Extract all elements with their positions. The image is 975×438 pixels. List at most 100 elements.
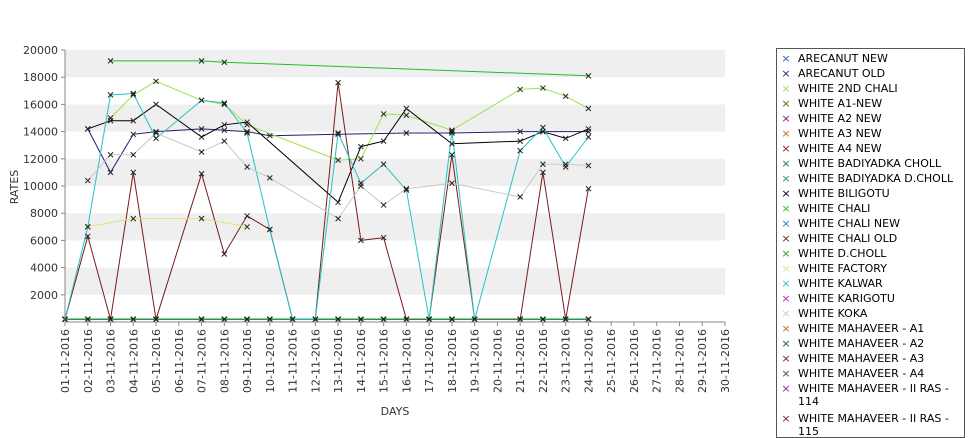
legend-marker: × <box>781 247 791 260</box>
data-point <box>540 128 546 135</box>
data-point <box>562 135 569 142</box>
legend-label: WHITE A4 NEW <box>798 142 882 155</box>
data-point <box>221 316 228 323</box>
legend-item: × ARECANUT NEW <box>777 52 964 67</box>
data-point <box>380 111 387 117</box>
legend-marker: × <box>781 157 791 170</box>
grid-band <box>65 158 725 186</box>
data-point <box>380 138 387 144</box>
data-point <box>403 185 410 192</box>
legend-marker: × <box>781 382 791 395</box>
data-point <box>244 213 250 219</box>
data-point <box>517 86 524 93</box>
data-point <box>380 316 387 323</box>
grid-band <box>65 294 725 322</box>
data-point <box>358 237 364 244</box>
data-point <box>244 316 250 323</box>
legend-label: WHITE 2ND CHALI <box>798 82 898 95</box>
data-point <box>198 58 205 64</box>
data-point <box>517 316 524 323</box>
data-point <box>130 316 137 323</box>
grid-band <box>65 50 725 78</box>
legend-marker: × <box>781 187 791 200</box>
y-tick-label: 16000 <box>23 98 58 111</box>
data-point <box>221 100 228 106</box>
data-point <box>266 132 273 139</box>
data-point <box>130 169 137 176</box>
legend-label: WHITE MAHAVEER - A3 <box>798 352 925 365</box>
y-tick-label: 20000 <box>23 44 58 57</box>
legend-label: WHITE A3 NEW <box>798 127 882 140</box>
x-tick-label: 23-11-2016 <box>560 329 573 393</box>
series-line <box>87 128 589 174</box>
x-tick-label: 08-11-2016 <box>218 329 231 393</box>
data-point <box>153 135 159 142</box>
series-line <box>110 60 589 77</box>
data-point <box>130 117 137 124</box>
legend-marker: × <box>781 322 791 335</box>
y-tick-label: 10000 <box>23 180 58 193</box>
x-tick-label: 10-11-2016 <box>264 329 277 393</box>
legend-label: ARECANUT NEW <box>798 52 888 65</box>
legend-item: × WHITE KARIGOTU <box>777 292 964 307</box>
line-chart: 2000 4000 6000 8000 10000 12000 14000 16000 1800… <box>8 44 732 418</box>
grid-band <box>65 186 725 214</box>
data-point <box>403 112 410 119</box>
data-point <box>540 316 546 323</box>
data-point <box>153 316 159 323</box>
data-point <box>358 316 364 323</box>
data-point <box>84 177 91 184</box>
legend-label: WHITE FACTORY <box>798 262 887 275</box>
legend-item: × WHITE FACTORY <box>777 262 964 277</box>
legend-label: WHITE D.CHOLL <box>798 247 887 260</box>
data-point <box>585 316 592 323</box>
legend-item: × WHITE MAHAVEER - A2 <box>777 337 964 352</box>
data-point <box>221 59 228 66</box>
y-axis-ticks: 2000 4000 6000 8000 10000 12000 14000 16000 1800… <box>23 44 65 302</box>
data-point <box>449 127 455 134</box>
x-tick-label: 22-11-2016 <box>537 329 550 393</box>
legend-marker: × <box>781 262 791 275</box>
x-axis-ticks: 01-11-2016 02-11-2016 03-11-2016 04-11-2016… <box>59 322 732 393</box>
legend-marker: × <box>781 292 791 305</box>
data-point <box>449 151 455 158</box>
data-point <box>153 130 159 136</box>
legend-item: × WHITE A4 NEW <box>777 142 964 157</box>
legend-label: WHITE MAHAVEER - II RAS - 115 <box>798 412 949 438</box>
grid-band <box>65 213 725 241</box>
legend-label: WHITE MAHAVEER - A4 <box>798 367 925 380</box>
data-point <box>380 161 387 168</box>
x-tick-label: 29-11-2016 <box>696 329 709 393</box>
legend-marker: × <box>781 352 791 365</box>
legend-item: × WHITE A1-NEW <box>777 97 964 112</box>
legend-marker: × <box>781 112 791 125</box>
legend-label: WHITE CHALI <box>798 202 871 215</box>
data-point <box>289 316 296 323</box>
legend-marker: × <box>781 142 791 155</box>
data-point <box>84 223 91 230</box>
grid-band <box>65 240 725 268</box>
x-tick-label: 28-11-2016 <box>673 329 686 393</box>
data-point <box>266 174 273 181</box>
grid-band <box>65 77 725 105</box>
legend-item: × WHITE 2ND CHALI <box>777 82 964 97</box>
data-point <box>471 316 478 323</box>
legend-item: × WHITE MAHAVEER - II RAS - 115 <box>777 412 964 438</box>
data-point <box>130 151 137 158</box>
y-tick-label: 2000 <box>30 289 58 302</box>
x-tick-label: 05-11-2016 <box>150 329 163 393</box>
data-point <box>403 130 410 136</box>
legend-item: × WHITE MAHAVEER - A3 <box>777 352 964 367</box>
legend-label: WHITE KOKA <box>798 307 868 320</box>
data-point <box>130 90 137 97</box>
grid-band <box>65 267 725 295</box>
data-point <box>517 194 524 200</box>
x-tick-label: 04-11-2016 <box>127 329 140 393</box>
data-point <box>107 316 114 323</box>
x-tick-label: 09-11-2016 <box>241 329 254 393</box>
data-point <box>198 97 205 104</box>
data-point <box>562 161 569 168</box>
x-tick-label: 24-11-2016 <box>582 329 595 393</box>
data-point <box>221 101 228 108</box>
data-point <box>107 151 114 158</box>
